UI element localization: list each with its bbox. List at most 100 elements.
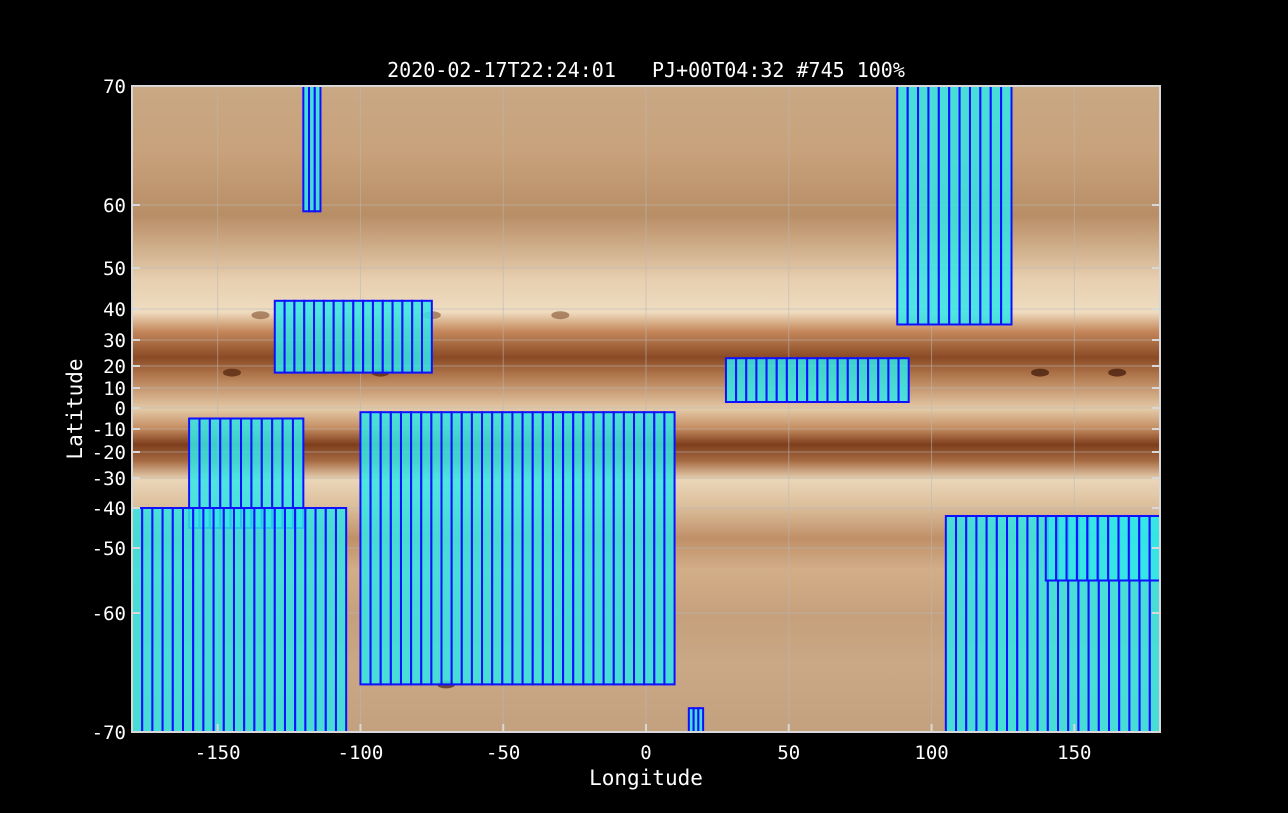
footprint-strip bbox=[602, 411, 615, 686]
footprint-strip bbox=[401, 299, 414, 374]
footprint-strip bbox=[948, 86, 961, 326]
footprint-strip bbox=[1075, 515, 1089, 582]
footprint-strip bbox=[521, 411, 534, 686]
y-tick-label: 0 bbox=[115, 398, 126, 420]
footprint-strip bbox=[697, 707, 705, 732]
footprint-region bbox=[724, 357, 910, 404]
footprint-strip bbox=[283, 299, 296, 374]
x-axis-ticks: -150 -100 -50 0 50 100 150 bbox=[195, 724, 1091, 764]
footprint-strip bbox=[293, 299, 306, 374]
x-tick-label: -50 bbox=[486, 742, 520, 764]
footprint-strip bbox=[460, 411, 473, 686]
footprint-strip bbox=[501, 411, 514, 686]
footprint-region bbox=[944, 515, 1160, 732]
footprint-strip bbox=[917, 86, 930, 326]
footprint-strip bbox=[294, 507, 307, 732]
footprint-strip bbox=[775, 357, 788, 404]
footprint-region bbox=[302, 86, 322, 213]
footprint-strip bbox=[653, 411, 666, 686]
y-tick-label: 60 bbox=[103, 195, 126, 217]
footprint-strip bbox=[765, 357, 778, 404]
footprint-strip bbox=[362, 299, 374, 374]
storm-spot bbox=[551, 311, 570, 320]
footprint-strip bbox=[1016, 515, 1029, 732]
y-tick-label: 40 bbox=[103, 299, 126, 321]
footprint-strip bbox=[420, 411, 433, 686]
footprint-strip bbox=[955, 515, 968, 732]
footprint-strip bbox=[724, 357, 738, 404]
footprint-strip bbox=[968, 86, 982, 326]
footprint-strip bbox=[151, 507, 164, 732]
storm-spot bbox=[1108, 368, 1127, 377]
footprint-strip bbox=[979, 86, 992, 326]
footprint-strip bbox=[342, 299, 355, 374]
footprint-region bbox=[188, 417, 305, 529]
footprint-strip bbox=[1086, 515, 1099, 582]
y-tick-label: 50 bbox=[103, 258, 126, 280]
footprint-strip bbox=[243, 507, 256, 732]
footprint-strip bbox=[369, 411, 382, 686]
footprint-strip bbox=[1138, 515, 1151, 582]
y-tick-label: -60 bbox=[92, 603, 126, 625]
footprint-strip bbox=[592, 411, 605, 686]
y-tick-label: 10 bbox=[103, 378, 126, 400]
x-tick-label: -100 bbox=[338, 742, 384, 764]
footprint-region bbox=[132, 507, 348, 732]
footprint-strip bbox=[856, 357, 870, 404]
footprint-strip bbox=[985, 515, 998, 732]
footprint-strip bbox=[1107, 515, 1120, 582]
footprint-strip bbox=[531, 411, 544, 686]
footprint-strip bbox=[399, 411, 413, 686]
footprint-strip bbox=[735, 357, 748, 404]
footprint-strip bbox=[273, 507, 286, 732]
y-tick-label: 70 bbox=[103, 76, 126, 98]
footprint-strip bbox=[481, 411, 494, 686]
footprint-strip bbox=[927, 86, 940, 326]
footprint-region bbox=[273, 299, 433, 374]
footprint-strip bbox=[663, 411, 676, 686]
footprint-region bbox=[896, 86, 1013, 326]
footprint-strip bbox=[491, 411, 504, 686]
footprint-strip bbox=[352, 299, 365, 374]
footprint-region bbox=[1044, 515, 1160, 582]
footprint-strip bbox=[132, 507, 144, 732]
footprint-strip bbox=[887, 357, 900, 404]
footprint-strip bbox=[511, 411, 524, 686]
footprint-strip bbox=[896, 86, 909, 326]
footprint-strip bbox=[867, 357, 880, 404]
footprint-strip bbox=[212, 507, 225, 732]
chart-title: 2020-02-17T22:24:01 PJ+00T04:32 #745 100… bbox=[387, 58, 905, 82]
footprint-strip bbox=[846, 357, 859, 404]
storm-spot bbox=[222, 368, 241, 377]
footprint-strip bbox=[796, 357, 809, 404]
footprint-strip bbox=[755, 357, 768, 404]
y-tick-label: -50 bbox=[92, 538, 126, 560]
footprint-strip bbox=[391, 299, 404, 374]
footprint-strip bbox=[622, 411, 636, 686]
footprint-strip bbox=[1117, 515, 1130, 582]
footprint-strip bbox=[975, 515, 988, 732]
footprint-strip bbox=[411, 299, 424, 374]
footprint-strip bbox=[421, 299, 433, 374]
footprint-strip bbox=[313, 86, 322, 213]
footprint-strip bbox=[562, 411, 575, 686]
footprint-strip bbox=[906, 86, 920, 326]
footprint-strip bbox=[1055, 515, 1068, 582]
footprint-strip bbox=[1065, 515, 1078, 582]
y-tick-label: -70 bbox=[92, 722, 126, 744]
footprint-strip bbox=[232, 507, 246, 732]
footprint-strip bbox=[541, 411, 554, 686]
footprint-strip bbox=[995, 515, 1009, 732]
footprint-strip bbox=[314, 507, 327, 732]
footprint-strip bbox=[430, 411, 443, 686]
footprint-region bbox=[687, 707, 705, 732]
footprint-strip bbox=[897, 357, 910, 404]
footprint-strip bbox=[1026, 515, 1039, 732]
footprint-strip bbox=[389, 411, 402, 686]
y-tick-label: -30 bbox=[92, 468, 126, 490]
footprint-strip bbox=[359, 411, 372, 686]
footprint-group bbox=[132, 86, 1160, 732]
footprint-strip bbox=[877, 357, 890, 404]
footprint-strip bbox=[1000, 86, 1013, 326]
footprint-strip bbox=[643, 411, 656, 686]
